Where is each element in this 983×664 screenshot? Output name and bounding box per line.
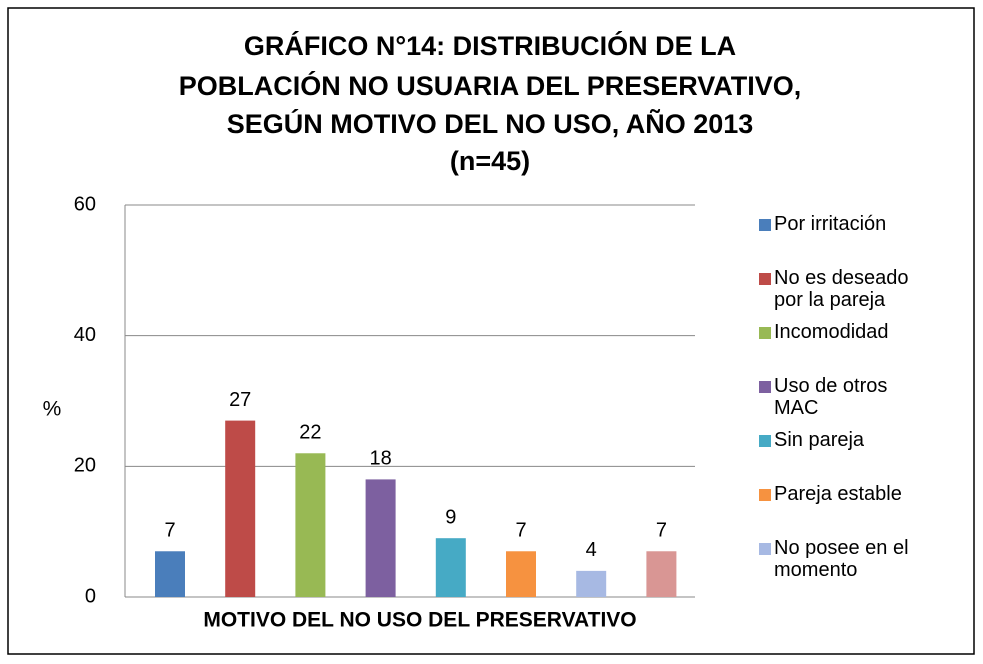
legend-swatch [759,219,771,231]
y-axis-label: % [43,398,62,421]
data-label: 7 [164,520,175,542]
bar [576,570,607,597]
chart-border [7,7,975,655]
legend-swatch [759,435,771,447]
legend-label: Sin pareja [774,429,865,451]
bar [506,551,536,597]
legend-label: No es deseado por la pareja [774,267,909,311]
bar [365,479,396,597]
data-label: 18 [369,448,391,470]
y-tick-label: 40 [74,324,96,346]
chart-title: SEGÚN MOTIVO DEL NO USO, AÑO 2013 [227,108,754,139]
x-axis-label: MOTIVO DEL NO USO DEL PRESERVATIVO [203,609,636,632]
data-label: 27 [229,389,251,411]
bar [295,453,326,597]
y-tick-label: 20 [74,455,96,477]
legend-label: No posee en el momento [774,537,909,581]
legend-label: Por irritación [774,213,886,235]
bar [646,551,677,597]
data-label: 7 [656,520,667,542]
data-label: 22 [299,422,321,444]
bar [155,551,185,597]
legend-swatch [759,327,771,339]
chart-title: GRÁFICO N°14: DISTRIBUCIÓN DE LA [244,30,736,61]
chart-title: POBLACIÓN NO USUARIA DEL PRESERVATIVO, [179,70,802,101]
data-label: 4 [586,539,597,561]
legend-label: Uso de otros MAC [774,375,887,419]
data-label: 7 [515,520,526,542]
legend-swatch [759,273,771,285]
data-label: 9 [445,506,456,528]
bar [225,420,256,597]
bar [435,538,466,597]
y-tick-label: 60 [74,193,96,215]
legend-swatch [759,381,771,393]
chart-title: (n=45) [450,146,530,176]
legend-label: Pareja estable [774,483,902,505]
legend-label: Incomodidad [774,321,889,343]
legend-swatch [759,543,771,555]
legend-swatch [759,489,771,501]
y-tick-label: 0 [85,585,96,607]
